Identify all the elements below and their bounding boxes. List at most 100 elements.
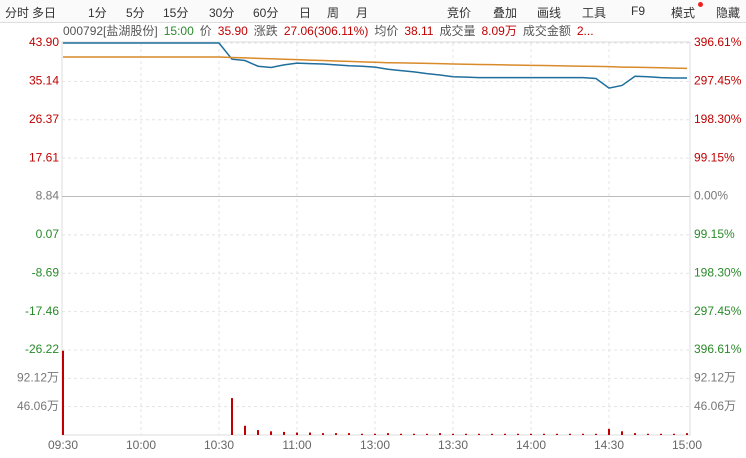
toolbar: 分时 多日 1分 5分 15分 30分 60分 日 周 月 竞价 叠加 画线 工具 F9 模式 隐藏	[0, 0, 746, 23]
info-value: 2...	[576, 24, 594, 38]
x-tick-label: 14:00	[516, 438, 546, 452]
y-tick-label: 43.90	[29, 35, 59, 49]
vol-tick-label: 92.12万	[17, 371, 59, 385]
volume-bar	[283, 431, 285, 435]
volume-bar	[374, 433, 376, 435]
price-line	[63, 42, 687, 89]
toolbar-button[interactable]: 1分	[88, 6, 107, 20]
info-label: 价	[199, 24, 212, 38]
volume-bar	[465, 433, 467, 435]
volume-bar	[452, 433, 454, 435]
y-tick-label: 35.14	[29, 74, 59, 88]
volume-bar	[569, 433, 571, 435]
volume-bar	[400, 433, 402, 435]
y2-tick-label: 198.30%	[694, 112, 742, 126]
toolbar-button[interactable]: 隐藏	[716, 6, 741, 20]
time: 15:00	[163, 24, 194, 38]
toolbar-button[interactable]: 多日	[32, 6, 57, 20]
volume-bar	[387, 433, 389, 435]
info-value: 8.09万	[481, 24, 517, 38]
info-value: 38.11	[404, 24, 434, 38]
x-tick-label: 09:30	[48, 438, 78, 452]
toolbar-button[interactable]: 月	[356, 6, 369, 20]
price-line	[63, 56, 688, 70]
toolbar-button[interactable]: 周	[327, 6, 340, 20]
volume-bar	[413, 433, 415, 435]
vol-tick-label: 92.12万	[694, 371, 736, 385]
toolbar-button[interactable]: 日	[299, 6, 312, 20]
toolbar-button[interactable]: F9	[631, 4, 646, 18]
volume-bar	[595, 433, 597, 435]
volume-bar	[270, 431, 272, 435]
y-tick-label: 0.07	[36, 227, 60, 241]
toolbar-button[interactable]: 叠加	[493, 6, 518, 20]
y-tick-label: -17.46	[25, 304, 59, 318]
toolbar-button[interactable]: 工具	[582, 6, 607, 20]
volume-bar	[556, 433, 558, 435]
volume-bar	[348, 433, 350, 435]
volume-bar	[582, 433, 584, 435]
y2-tick-label: 297.45%	[694, 74, 742, 88]
plot-frame	[61, 41, 691, 436]
volume-bar	[530, 433, 532, 435]
y2-tick-label: 396.61%	[694, 35, 742, 49]
volume-bar	[621, 431, 623, 435]
stock-code: 000792[盐湖股份]	[63, 24, 158, 38]
info-line: 000792[盐湖股份] 15:00 价 35.90 涨跌 27.06(306.11%) 均…	[63, 22, 600, 40]
y2-tick-label: 0.00%	[694, 189, 728, 203]
volume-bar	[309, 432, 311, 435]
x-tick-label: 10:00	[126, 438, 156, 452]
x-tick-label: 15:00	[672, 438, 702, 452]
volume-bar	[517, 433, 519, 435]
toolbar-button[interactable]: 5分	[126, 6, 145, 20]
toolbar-button[interactable]: 画线	[537, 6, 562, 20]
volume-bar	[608, 428, 610, 435]
toolbar-button[interactable]: 60分	[253, 6, 279, 20]
info-label: 涨跌	[253, 24, 278, 38]
notify-dot	[698, 2, 703, 7]
y2-tick-label: 99.15%	[694, 150, 735, 164]
toolbar-button[interactable]: 模式	[671, 6, 696, 20]
info-label: 成交金额	[522, 24, 571, 38]
y2-tick-label: 198.30%	[694, 265, 742, 279]
info-label: 成交量	[439, 24, 476, 38]
info-value: 27.06(306.11%)	[283, 24, 369, 38]
info-value: 35.90	[217, 24, 248, 38]
vol-tick-label: 46.06万	[17, 399, 59, 413]
volume-bar	[686, 433, 688, 435]
volume-bar	[361, 433, 363, 435]
info-label: 均价	[374, 24, 399, 38]
volume-bar	[296, 432, 298, 435]
x-tick-label: 10:30	[204, 438, 234, 452]
volume-bar	[491, 433, 493, 435]
x-tick-label: 14:30	[594, 438, 624, 452]
y-tick-label: 8.84	[36, 189, 60, 203]
y-tick-label: -26.22	[25, 342, 59, 356]
volume-bar	[543, 433, 545, 435]
volume-bar	[673, 433, 675, 435]
x-tick-label: 13:30	[438, 438, 468, 452]
y-tick-label: -8.69	[32, 265, 60, 279]
y2-tick-label: 99.15%	[694, 227, 735, 241]
toolbar-button[interactable]: 竞价	[447, 6, 472, 20]
y2-tick-label: 396.61%	[694, 342, 742, 356]
toolbar-button[interactable]: 15分	[163, 6, 189, 20]
volume-bar	[257, 430, 259, 435]
volume-bar	[426, 433, 428, 435]
volume-bar	[660, 433, 662, 435]
volume-bar	[478, 433, 480, 435]
y-tick-label: 26.37	[29, 112, 59, 126]
x-tick-label: 11:00	[282, 438, 311, 452]
toolbar-button[interactable]: 分时	[5, 6, 30, 20]
volume-bar	[335, 433, 337, 435]
x-tick-label: 13:00	[360, 438, 390, 452]
volume-bar	[62, 350, 64, 435]
toolbar-button[interactable]: 30分	[209, 6, 235, 20]
volume-bar	[244, 425, 246, 435]
vol-tick-label: 46.06万	[694, 399, 736, 413]
volume-bar	[647, 433, 649, 435]
volume-bar	[634, 433, 636, 435]
volume-bar	[322, 433, 324, 435]
